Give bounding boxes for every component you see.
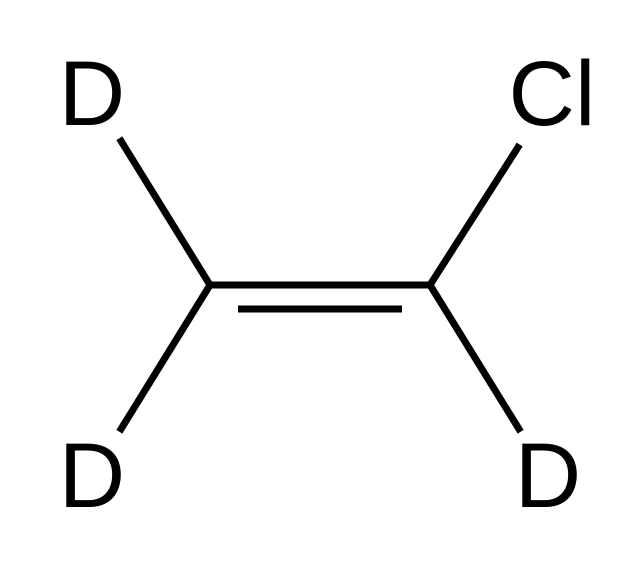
bond-line	[430, 145, 520, 285]
atom-label-cl: Cl	[509, 43, 596, 145]
bond-line	[430, 285, 521, 432]
molecule-canvas: D D D Cl	[0, 0, 640, 562]
atom-label-d: D	[515, 425, 581, 527]
bond-line	[119, 285, 210, 432]
atom-label-d: D	[59, 425, 125, 527]
bond-line	[119, 138, 210, 285]
atom-label-d: D	[59, 43, 125, 145]
